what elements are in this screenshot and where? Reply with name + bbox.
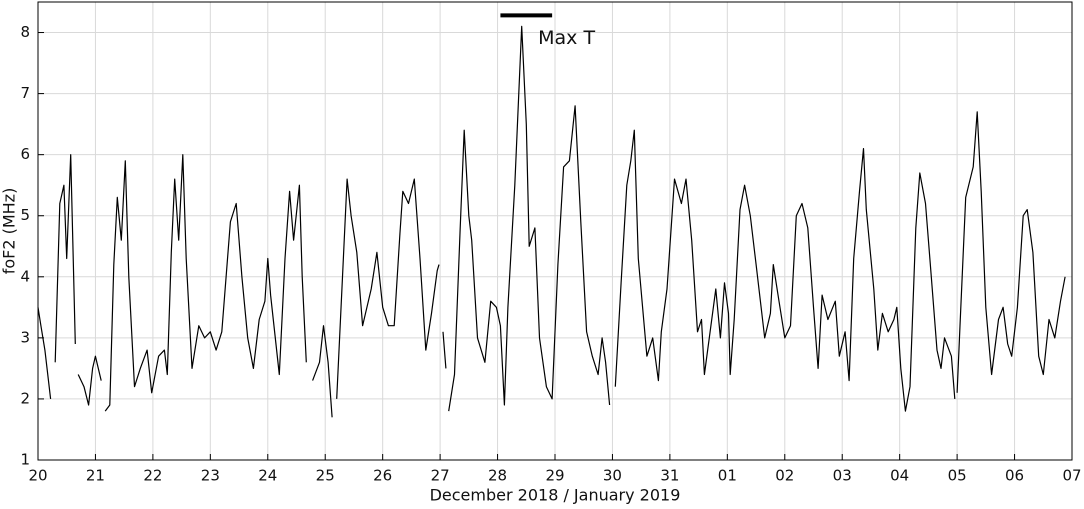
y-tick-label: 5 [20,206,30,224]
y-tick-label: 2 [20,389,30,407]
y-tick-label: 1 [20,451,30,469]
x-tick-label: 21 [86,467,105,485]
x-tick-label: 03 [833,467,852,485]
x-tick-label: 28 [488,467,507,485]
x-tick-label: 02 [775,467,794,485]
plot-frame [37,1,1073,461]
x-tick-label: 06 [1005,467,1024,485]
x-tick-label: 04 [890,467,909,485]
x-tick-label: 22 [143,467,162,485]
y-tick-label: 4 [20,267,30,285]
x-tick-label: 26 [373,467,392,485]
y-tick-label: 6 [20,145,30,163]
annotation-label: Max T [538,27,595,49]
x-tick-label: 31 [660,467,679,485]
y-tick-label: 3 [20,328,30,346]
y-axis-label: foF2 (MHz) [0,188,19,275]
x-tick-label: 01 [718,467,737,485]
x-axis-label: December 2018 / January 2019 [430,486,681,505]
y-tick-label: 7 [20,84,30,102]
x-tick-label: 05 [948,467,967,485]
data-line [37,25,1066,418]
x-tick-label: 30 [603,467,622,485]
x-tick-label: 24 [258,467,277,485]
x-tick-label: 23 [201,467,220,485]
x-tick-label: 20 [28,467,47,485]
x-tick-label: 27 [431,467,450,485]
x-tick-label: 07 [1062,467,1081,485]
x-tick-label: 25 [316,467,335,485]
x-tick-label: 29 [545,467,564,485]
y-tick-label: 8 [20,23,30,41]
